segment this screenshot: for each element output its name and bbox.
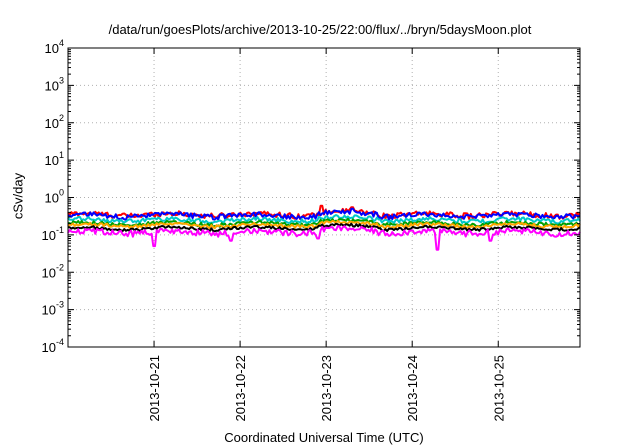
y-tick-base: 10 [42,303,56,318]
x-tick-label: 2013-10-25 [491,355,506,422]
x-tick-label: 2013-10-21 [147,355,162,422]
y-tick-label: 102 [45,113,64,131]
y-tick-exponent: -2 [56,262,64,272]
series-line [67,225,581,251]
y-tick-base: 10 [45,116,59,131]
grid-layer [68,48,580,347]
y-tick-exponent: -3 [56,300,64,310]
y-tick-exponent: 3 [59,75,64,85]
y-tick-label: 10-1 [42,225,64,243]
y-tick-exponent: 4 [59,38,64,48]
series-line [67,219,581,230]
x-tick-label: 2013-10-22 [233,355,248,422]
y-tick-label: 101 [45,150,64,168]
series-line [67,207,581,221]
y-tick-label: 10-3 [42,300,64,318]
x-tick-label: 2013-10-24 [405,355,420,422]
y-tick-base: 10 [45,153,59,168]
y-tick-label: 103 [45,75,64,93]
x-axis-label: Coordinated Universal Time (UTC) [224,430,424,445]
y-tick-exponent: -4 [56,337,64,347]
y-tick-exponent: 1 [59,150,64,160]
y-tick-exponent: 0 [59,188,64,198]
y-tick-label: 104 [45,38,64,56]
series-layer [67,204,581,251]
y-tick-base: 10 [45,78,59,93]
y-tick-base: 10 [45,41,59,56]
y-tick-base: 10 [42,228,56,243]
x-tick-label: 2013-10-23 [319,355,334,422]
y-tick-label: 100 [45,188,64,206]
y-tick-exponent: -1 [56,225,64,235]
y-tick-base: 10 [42,265,56,280]
series-line [68,222,581,233]
y-tick-label: 10-2 [42,262,64,280]
y-tick-base: 10 [42,340,56,355]
chart-title: /data/run/goesPlots/archive/2013-10-25/2… [108,22,532,37]
y-tick-exponent: 2 [59,113,64,123]
y-tick-base: 10 [45,191,59,206]
y-tick-label: 10-4 [42,337,64,355]
tick-layer: 10410310210110010-110-210-310-42013-10-2… [42,38,580,422]
